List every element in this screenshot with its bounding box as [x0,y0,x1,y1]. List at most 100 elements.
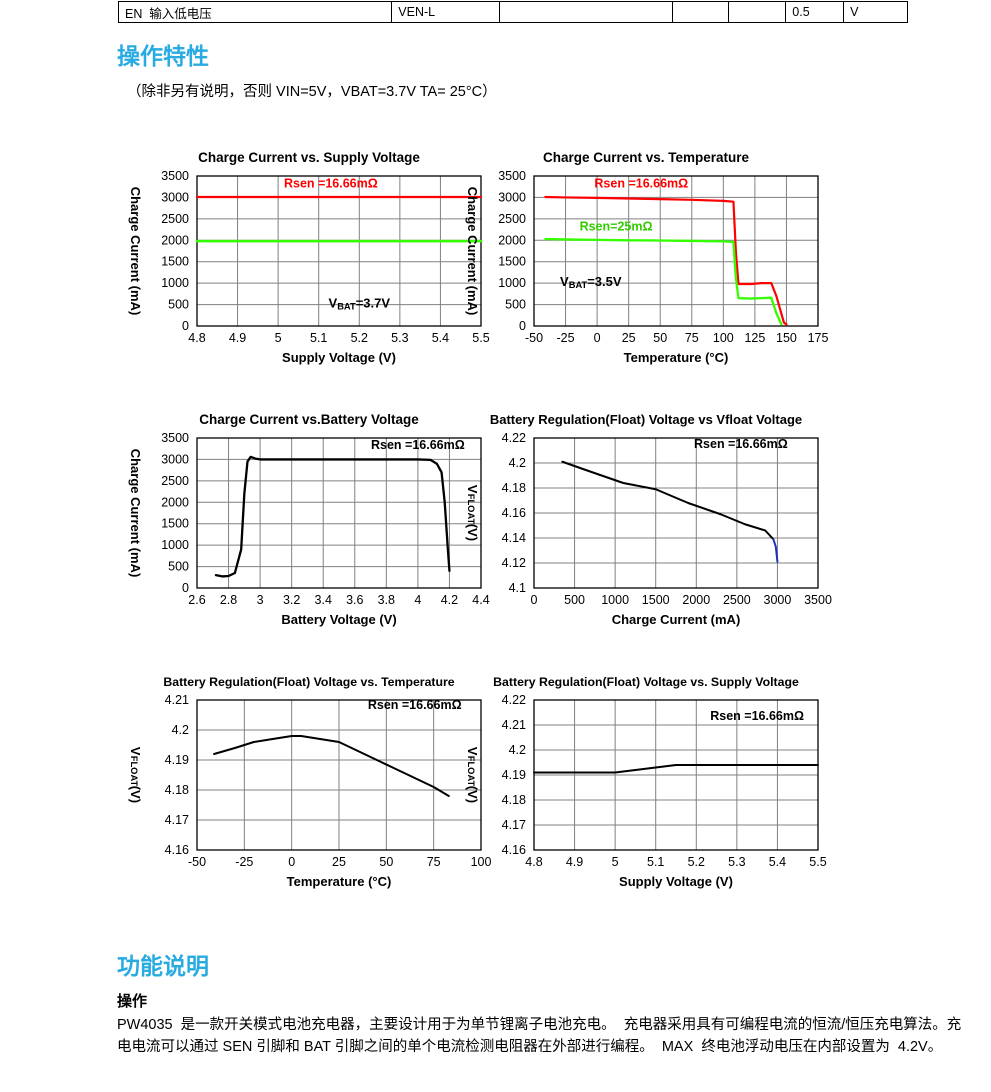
svg-text:4.12: 4.12 [502,556,526,570]
svg-text:4.19: 4.19 [502,768,526,782]
svg-text:3500: 3500 [498,169,526,183]
svg-text:0: 0 [594,331,601,345]
svg-text:2500: 2500 [161,212,189,226]
svg-text:0: 0 [531,593,538,607]
svg-text:Charge Current vs. Temperatur: Charge Current vs. Temperature [543,150,750,165]
svg-text:Rsen =16.66mΩ: Rsen =16.66mΩ [368,698,462,712]
svg-text:5.2: 5.2 [688,855,705,869]
svg-text:4.21: 4.21 [502,718,526,732]
svg-text:5.4: 5.4 [432,331,449,345]
svg-text:2500: 2500 [723,593,751,607]
svg-text:Rsen =16.66mΩ: Rsen =16.66mΩ [710,709,804,723]
svg-text:125: 125 [744,331,765,345]
svg-text:1500: 1500 [642,593,670,607]
svg-text:Charge Current (mA): Charge Current (mA) [612,612,741,627]
svg-text:VBAT=3.7V: VBAT=3.7V [329,296,391,312]
svg-text:0: 0 [519,319,526,333]
svg-text:Charge Current vs. Supply Vol: Charge Current vs. Supply Voltage [198,150,420,165]
svg-text:3.8: 3.8 [378,593,395,607]
svg-text:4.16: 4.16 [502,506,526,520]
svg-text:4.17: 4.17 [165,813,189,827]
svg-text:VBAT=3.5V: VBAT=3.5V [560,274,622,290]
svg-text:5: 5 [275,331,282,345]
svg-text:Charge Current (mA): Charge Current (mA) [128,449,143,578]
svg-text:3500: 3500 [161,169,189,183]
svg-text:1500: 1500 [498,255,526,269]
svg-text:5.1: 5.1 [310,331,327,345]
svg-text:2500: 2500 [498,212,526,226]
svg-text:4.8: 4.8 [525,855,542,869]
svg-text:4.2: 4.2 [172,723,189,737]
svg-text:1500: 1500 [161,517,189,531]
svg-text:5.5: 5.5 [809,855,826,869]
svg-text:5.3: 5.3 [728,855,745,869]
svg-text:25: 25 [622,331,636,345]
svg-text:1000: 1000 [161,538,189,552]
svg-text:4.16: 4.16 [502,843,526,857]
svg-text:4: 4 [414,593,421,607]
svg-text:-50: -50 [188,855,206,869]
svg-text:3000: 3000 [161,452,189,466]
svg-text:1000: 1000 [601,593,629,607]
svg-text:75: 75 [427,855,441,869]
svg-text:Temperature (°C): Temperature (°C) [287,874,392,889]
svg-text:Charge Current (mA): Charge Current (mA) [465,187,480,316]
svg-text:3: 3 [257,593,264,607]
svg-text:100: 100 [713,331,734,345]
svg-text:4.18: 4.18 [165,783,189,797]
svg-text:2000: 2000 [161,495,189,509]
svg-text:25: 25 [332,855,346,869]
svg-text:4.18: 4.18 [502,481,526,495]
svg-text:Supply Voltage (V): Supply Voltage (V) [619,874,733,889]
svg-text:2000: 2000 [161,233,189,247]
svg-text:1000: 1000 [161,276,189,290]
svg-text:1500: 1500 [161,255,189,269]
svg-text:4.9: 4.9 [229,331,246,345]
svg-text:3000: 3000 [498,190,526,204]
svg-text:Rsen=25mΩ: Rsen=25mΩ [580,219,653,233]
svg-text:3.6: 3.6 [346,593,363,607]
svg-text:4.22: 4.22 [502,693,526,707]
svg-text:Rsen =16.66mΩ: Rsen =16.66mΩ [284,177,378,191]
svg-text:3.4: 3.4 [315,593,332,607]
svg-text:4.21: 4.21 [165,693,189,707]
svg-text:2000: 2000 [498,233,526,247]
svg-text:3000: 3000 [161,190,189,204]
svg-text:4.8: 4.8 [188,331,205,345]
svg-text:3500: 3500 [804,593,832,607]
svg-text:75: 75 [685,331,699,345]
svg-text:3000: 3000 [764,593,792,607]
svg-text:-25: -25 [235,855,253,869]
svg-text:Battery Regulation(Float) Volt: Battery Regulation(Float) Voltage vs Vfl… [490,412,802,427]
svg-text:5.3: 5.3 [391,331,408,345]
svg-text:150: 150 [776,331,797,345]
svg-text:Battery Regulation(Float) Volt: Battery Regulation(Float) Voltage vs. Te… [163,675,454,689]
svg-text:4.2: 4.2 [509,456,526,470]
svg-text:-50: -50 [525,331,543,345]
svg-text:5.2: 5.2 [351,331,368,345]
svg-text:Supply Voltage (V): Supply Voltage (V) [282,350,396,365]
svg-text:-25: -25 [557,331,575,345]
svg-text:3500: 3500 [161,431,189,445]
svg-text:50: 50 [653,331,667,345]
svg-text:2500: 2500 [161,474,189,488]
svg-text:Rsen =16.66mΩ: Rsen =16.66mΩ [594,177,688,191]
svg-text:Charge Current vs.Battery Vol: Charge Current vs.Battery Voltage [199,412,419,427]
svg-text:4.2: 4.2 [509,743,526,757]
svg-text:175: 175 [808,331,829,345]
svg-text:4.14: 4.14 [502,531,526,545]
svg-text:4.17: 4.17 [502,818,526,832]
svg-text:Battery Voltage (V): Battery Voltage (V) [281,612,396,627]
svg-text:50: 50 [379,855,393,869]
svg-text:4.19: 4.19 [165,753,189,767]
svg-text:2.8: 2.8 [220,593,237,607]
svg-text:4.18: 4.18 [502,793,526,807]
svg-text:4.9: 4.9 [566,855,583,869]
svg-text:4.22: 4.22 [502,431,526,445]
svg-text:500: 500 [168,560,189,574]
svg-text:5.4: 5.4 [769,855,786,869]
svg-text:2000: 2000 [682,593,710,607]
